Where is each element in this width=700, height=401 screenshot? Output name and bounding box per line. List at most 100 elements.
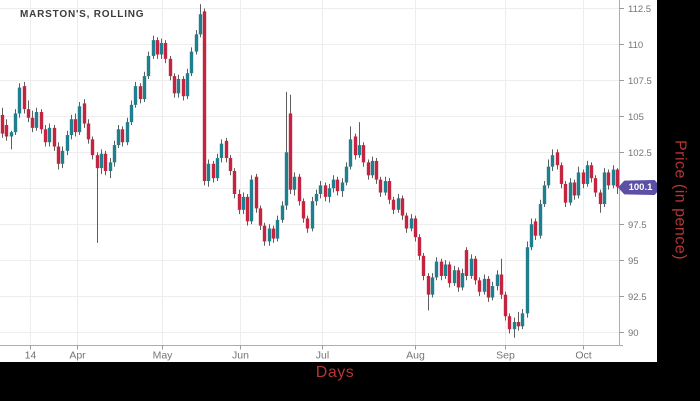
candle-down: [426, 275, 431, 295]
candle-down: [555, 152, 560, 166]
candle-down: [163, 42, 168, 59]
candle-down: [254, 176, 259, 209]
candle-down: [30, 117, 35, 128]
candle-down: [181, 78, 186, 97]
x-tick-label: Aug: [406, 350, 425, 362]
candle-up: [176, 78, 181, 94]
candle-down: [417, 237, 422, 256]
candle-up: [318, 185, 323, 194]
candle-up: [125, 122, 130, 143]
candle-up: [219, 143, 224, 159]
candle-down: [258, 208, 263, 226]
candle-up: [331, 179, 336, 189]
candle-up: [568, 182, 573, 203]
candle-down: [413, 218, 418, 238]
candle-up: [146, 55, 151, 77]
candle-up: [34, 112, 39, 128]
candle-up: [189, 51, 194, 74]
candle-up: [133, 86, 138, 105]
candle-down: [228, 158, 233, 171]
candle-up: [576, 172, 581, 196]
candle-up: [112, 145, 117, 163]
candle-up: [434, 261, 439, 278]
candle-down: [503, 294, 508, 317]
candle-down: [245, 196, 250, 222]
x-tick-label: Jul: [316, 350, 329, 362]
x-tick-label: Sep: [496, 350, 515, 362]
candle-down: [473, 258, 478, 281]
candle-up: [310, 201, 315, 229]
candle-up: [327, 188, 332, 197]
candle-down: [297, 176, 302, 202]
candle-down: [262, 225, 267, 242]
candle-down: [464, 250, 469, 276]
y-tick-label: 112.5: [628, 4, 651, 15]
candle-up: [396, 198, 401, 210]
candle-down: [499, 274, 504, 295]
candle-down: [387, 181, 392, 200]
candle-up: [151, 40, 156, 56]
candle-up: [520, 313, 525, 327]
candle-down: [301, 201, 306, 219]
candle-up: [60, 150, 65, 164]
candle-up: [550, 155, 555, 167]
candle-down: [378, 179, 383, 193]
candle-up: [585, 165, 590, 184]
candle-down: [447, 264, 452, 284]
candle-down: [400, 198, 405, 216]
candle-up: [611, 169, 616, 186]
candle-down: [439, 261, 444, 276]
candle-up: [142, 76, 147, 100]
candle-up: [340, 182, 345, 192]
candle-down: [477, 280, 482, 292]
candle-down: [598, 192, 603, 205]
candle-up: [430, 277, 435, 295]
candle-up: [490, 286, 495, 298]
y-tick-label: 92.5: [628, 292, 647, 303]
x-axis-title: Days: [315, 364, 355, 381]
y-tick-label: 97.5: [628, 220, 647, 231]
candle-down: [271, 228, 276, 239]
chart-plot-area[interactable]: 112.5 110 107.5 105 102.5 97.5 95 92.5 90 14 Apr Ma…: [0, 0, 657, 362]
candle-down: [22, 86, 27, 110]
candle-down: [288, 113, 293, 190]
candle-down: [374, 160, 379, 180]
candle-down: [138, 86, 143, 100]
candle-down: [516, 321, 521, 327]
candle-up: [460, 273, 465, 288]
candle-up: [17, 87, 22, 114]
candle-down: [353, 136, 358, 156]
candle-down: [26, 109, 31, 118]
candle-up: [344, 166, 349, 183]
candle-down: [120, 129, 125, 143]
candle-down: [237, 193, 242, 210]
candle-down: [456, 270, 461, 288]
y-tick-label: 102.5: [628, 148, 652, 159]
candle-up: [267, 228, 272, 242]
candle-up: [538, 204, 543, 236]
candle-down: [563, 183, 568, 203]
y-tick-label: 90: [628, 328, 639, 339]
candle-up: [314, 193, 319, 202]
candle-down: [421, 255, 426, 276]
candle-down: [90, 139, 95, 156]
candle-down: [391, 199, 396, 210]
x-tick-label: Oct: [575, 350, 591, 362]
candle-up: [529, 224, 534, 248]
candle-down: [82, 103, 87, 124]
candle-up: [99, 153, 104, 169]
y-tick-label: 110: [628, 40, 643, 51]
candle-down: [361, 145, 366, 163]
candle-down: [572, 182, 577, 196]
candle-down: [56, 146, 61, 164]
x-tick-label: Apr: [69, 350, 86, 362]
candle-up: [602, 172, 607, 205]
candle-up: [13, 113, 18, 133]
candle-up: [249, 179, 254, 222]
candle-up: [469, 258, 474, 276]
candle-down: [335, 179, 340, 192]
candle-up: [108, 162, 113, 171]
candle-up: [159, 42, 164, 55]
candle-up: [69, 119, 74, 136]
